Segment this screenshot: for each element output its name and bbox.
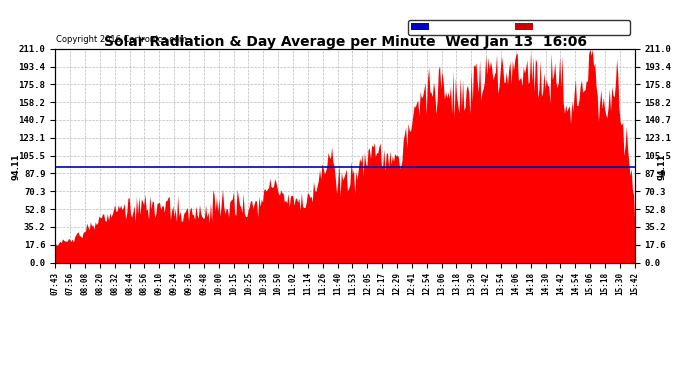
Text: Copyright 2016 Cartronics.com: Copyright 2016 Cartronics.com	[57, 36, 188, 45]
Text: 94.11: 94.11	[658, 154, 667, 180]
Text: 94.11: 94.11	[12, 154, 21, 180]
Title: Solar Radiation & Day Average per Minute  Wed Jan 13  16:06: Solar Radiation & Day Average per Minute…	[104, 35, 586, 49]
Legend: Median (w/m2), Radiation (w/m2): Median (w/m2), Radiation (w/m2)	[408, 20, 630, 34]
